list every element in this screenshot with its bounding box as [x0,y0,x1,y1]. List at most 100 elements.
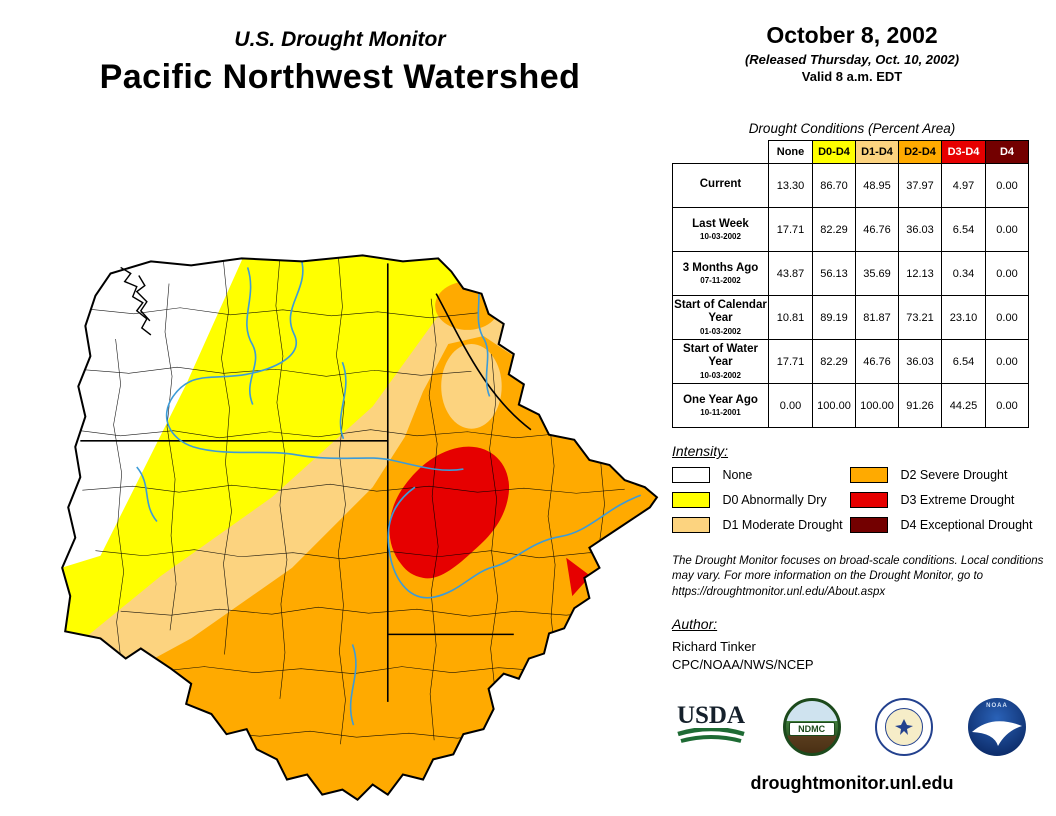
valid-time: Valid 8 a.m. EDT [801,69,903,84]
released-date: (Released Thursday, Oct. 10, 2002) [744,52,960,67]
cell: 0.00 [985,207,1029,252]
cell: 0.34 [941,251,986,296]
legend-label: None [722,467,753,482]
date-block: October 8, 2002 (Released Thursday, Oct.… [672,22,1032,84]
cell: 91.26 [898,383,942,428]
cell: 81.87 [855,295,899,340]
commerce-seal-logo [875,698,934,756]
cell: 46.76 [855,207,899,252]
legend-label: D3 Extreme Drought [900,492,1015,507]
cell: 43.87 [768,251,813,296]
legend-title: Intensity: [672,443,729,459]
legend-swatch-none [672,466,710,483]
table-row-start-water-year: Start of Water Year 10-03-2002 17.71 82.2… [672,339,1029,384]
cell: 36.03 [898,339,942,384]
legend-swatch-d3 [850,491,888,508]
row-label: One Year Ago 10-11-2001 [672,383,769,428]
cell: 0.00 [985,295,1029,340]
footer-url: droughtmonitor.unl.edu [750,773,954,793]
drought-conditions-table: None D0-D4 D1-D4 D2-D4 D3-D4 D4 Current … [672,140,1029,428]
legend-label: D2 Severe Drought [900,467,1008,482]
legend-item-d1: D1 Moderate Drought [672,516,843,534]
col-header-d1-d4: D1-D4 [855,140,899,164]
legend-label: D1 Moderate Drought [722,517,843,532]
cell: 48.95 [855,163,899,208]
table-title: Drought Conditions (Percent Area) [748,121,956,136]
cell: 56.13 [812,251,856,296]
state-boundaries [80,263,532,702]
noaa-wordmark: NOAA [986,703,1008,709]
cell: 17.71 [768,339,813,384]
col-header-none: None [768,140,813,164]
table-corner [673,141,769,164]
cell: 82.29 [812,207,856,252]
cell: 35.69 [855,251,899,296]
cell: 13.30 [768,163,813,208]
cell: 12.13 [898,251,942,296]
legend-item-none: None [672,466,752,484]
row-label: 3 Months Ago 07-11-2002 [672,251,769,296]
cell: 37.97 [898,163,942,208]
ndmc-logo: NDMC [782,698,841,756]
cell: 23.10 [941,295,986,340]
eagle-icon [895,719,914,735]
usda-wordmark: USDA [676,702,746,729]
cell: 100.00 [812,383,856,428]
cell: 100.00 [855,383,899,428]
region-d3-sliver [566,557,591,597]
usdm-kicker: U.S. Drought Monitor [234,28,446,51]
page-title: Pacific Northwest Watershed [99,58,581,96]
row-label: Last Week 10-03-2002 [672,207,769,252]
table-row-current: Current 13.30 86.70 48.95 37.97 4.97 0.0… [672,163,1029,208]
cell: 6.54 [941,207,986,252]
cell: 4.97 [941,163,986,208]
cell: 46.76 [855,339,899,384]
col-header-d3-d4: D3-D4 [941,140,986,164]
cell: 0.00 [985,251,1029,296]
cell: 10.81 [768,295,813,340]
ndmc-wordmark: NDMC [788,722,835,736]
region-d3 [389,446,510,579]
legend-item-d4: D4 Exceptional Drought [850,516,1032,534]
table-row-one-year-ago: One Year Ago 10-11-2001 0.00 100.00 100.0… [672,383,1029,428]
cell: 0.00 [985,339,1029,384]
county-boundaries [72,256,636,745]
usda-logo: USDA [674,703,748,751]
row-label: Start of Calendar Year 01-03-2002 [672,295,769,340]
author-organization: CPC/NOAA/NWS/NCEP [672,657,814,672]
disclaimer-text: The Drought Monitor focuses on broad-sca… [672,555,1044,598]
cell: 6.54 [941,339,986,384]
cell: 0.00 [985,383,1029,428]
legend-swatch-d1 [672,516,710,533]
cell: 73.21 [898,295,942,340]
col-header-d2-d4: D2-D4 [898,140,942,164]
row-label: Start of Water Year 10-03-2002 [672,339,769,384]
region-d1-patch [441,344,502,429]
table-row-3-months-ago: 3 Months Ago 07-11-2002 43.87 56.13 35.69… [672,251,1029,296]
author-name: Richard Tinker [672,639,756,654]
usda-swoosh-icon [677,726,745,743]
author-title: Author: [672,616,718,632]
table-header-row: None D0-D4 D1-D4 D2-D4 D3-D4 D4 [673,140,1029,164]
legend-item-d0: D0 Abnormally Dry [672,491,827,509]
col-header-d0-d4: D0-D4 [812,140,856,164]
map-container [40,243,670,813]
legend-label: D0 Abnormally Dry [722,492,827,507]
puget-sound-detail-icon [120,266,152,336]
table-row-last-week: Last Week 10-03-2002 17.71 82.29 46.76 36… [672,207,1029,252]
legend-swatch-d2 [850,466,888,483]
watershed-outline [61,254,659,801]
watershed-map [61,254,659,801]
commerce-seal-inner [885,708,924,746]
logo-row: USDA NDMC NOAA [674,692,1026,762]
row-label: Current [672,163,769,208]
cell: 36.03 [898,207,942,252]
cell: 17.71 [768,207,813,252]
col-header-d4: D4 [985,140,1029,164]
cell: 0.00 [985,163,1029,208]
legend-swatch-d4 [850,516,888,533]
legend-swatch-d0 [672,491,710,508]
cell: 82.29 [812,339,856,384]
cell: 89.19 [812,295,856,340]
legend-item-d3: D3 Extreme Drought [850,491,1014,509]
